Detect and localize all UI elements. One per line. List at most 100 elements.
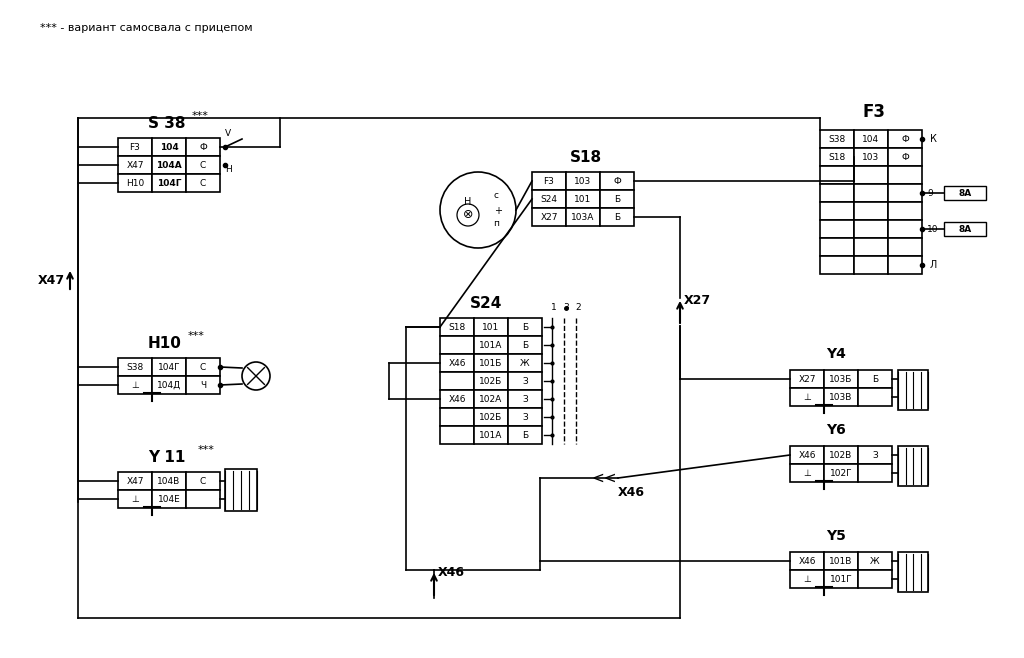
Bar bbox=[858, 446, 892, 464]
Bar bbox=[944, 222, 986, 236]
Text: 104Е: 104Е bbox=[158, 495, 180, 503]
Bar bbox=[152, 174, 186, 192]
Text: 102Б: 102Б bbox=[479, 413, 503, 422]
Bar bbox=[474, 372, 508, 390]
Bar bbox=[820, 148, 854, 166]
Text: ⊥: ⊥ bbox=[803, 393, 811, 401]
Text: 101Б: 101Б bbox=[479, 359, 503, 368]
Text: V: V bbox=[225, 128, 231, 138]
Text: S38: S38 bbox=[126, 363, 143, 372]
Bar bbox=[898, 552, 928, 592]
Text: Б: Б bbox=[614, 213, 621, 222]
Bar bbox=[118, 174, 152, 192]
Bar bbox=[820, 130, 854, 148]
Text: 101A: 101A bbox=[479, 340, 503, 349]
Bar bbox=[532, 208, 566, 226]
Bar bbox=[118, 138, 152, 156]
Text: Ф: Ф bbox=[199, 143, 207, 151]
Text: С: С bbox=[200, 363, 206, 372]
Text: S18: S18 bbox=[449, 322, 466, 332]
Bar bbox=[858, 570, 892, 588]
Text: 101: 101 bbox=[574, 195, 592, 203]
Text: З: З bbox=[522, 395, 528, 403]
Bar bbox=[888, 148, 922, 166]
Text: X27: X27 bbox=[684, 295, 711, 307]
Text: 103: 103 bbox=[862, 153, 880, 161]
Bar bbox=[824, 388, 858, 406]
Text: S24: S24 bbox=[541, 195, 557, 203]
Text: С: С bbox=[200, 178, 206, 188]
Bar bbox=[186, 490, 220, 508]
Bar bbox=[440, 318, 474, 336]
Text: S38: S38 bbox=[828, 134, 846, 143]
Bar bbox=[944, 186, 986, 200]
Bar bbox=[790, 446, 824, 464]
Bar bbox=[790, 552, 824, 570]
Text: 102A: 102A bbox=[479, 395, 503, 403]
Text: 10: 10 bbox=[927, 224, 939, 234]
Bar bbox=[118, 490, 152, 508]
Text: S18: S18 bbox=[828, 153, 846, 161]
Bar bbox=[790, 570, 824, 588]
Text: X46: X46 bbox=[449, 395, 466, 403]
Bar bbox=[566, 190, 600, 208]
Text: 101: 101 bbox=[482, 322, 500, 332]
Text: 104Г: 104Г bbox=[158, 363, 180, 372]
Bar bbox=[152, 156, 186, 174]
Text: ⊥: ⊥ bbox=[803, 468, 811, 478]
Bar bbox=[600, 208, 634, 226]
Bar bbox=[854, 148, 888, 166]
Text: с: с bbox=[494, 191, 499, 201]
Bar bbox=[508, 426, 542, 444]
Text: +: + bbox=[494, 206, 502, 216]
Text: H10: H10 bbox=[148, 336, 182, 351]
Circle shape bbox=[242, 362, 270, 390]
Text: *** - вариант самосвала с прицепом: *** - вариант самосвала с прицепом bbox=[40, 23, 253, 33]
Bar bbox=[440, 372, 474, 390]
Bar bbox=[898, 446, 928, 486]
Text: 3: 3 bbox=[563, 303, 569, 313]
Text: X46: X46 bbox=[449, 359, 466, 368]
Text: п: п bbox=[493, 220, 499, 228]
Bar bbox=[508, 354, 542, 372]
Text: ⊥: ⊥ bbox=[803, 574, 811, 584]
Bar bbox=[118, 156, 152, 174]
Text: З: З bbox=[872, 451, 878, 459]
Bar bbox=[820, 220, 854, 238]
Bar bbox=[186, 174, 220, 192]
Bar bbox=[118, 472, 152, 490]
Bar bbox=[186, 358, 220, 376]
Bar bbox=[532, 190, 566, 208]
Text: С: С bbox=[200, 161, 206, 170]
Bar bbox=[888, 130, 922, 148]
Text: Б: Б bbox=[522, 430, 528, 440]
Bar bbox=[566, 172, 600, 190]
Bar bbox=[854, 238, 888, 256]
Bar bbox=[858, 388, 892, 406]
Bar bbox=[820, 238, 854, 256]
Bar bbox=[508, 408, 542, 426]
Text: S 38: S 38 bbox=[148, 116, 185, 130]
Bar bbox=[566, 208, 600, 226]
Text: <<: << bbox=[591, 470, 616, 486]
Text: X46: X46 bbox=[799, 451, 816, 459]
Circle shape bbox=[440, 172, 516, 248]
Bar bbox=[854, 256, 888, 274]
Text: 8A: 8A bbox=[958, 224, 972, 234]
Bar bbox=[186, 376, 220, 394]
Text: Ж: Ж bbox=[520, 359, 529, 368]
Text: ***: *** bbox=[198, 445, 214, 455]
Bar bbox=[152, 490, 186, 508]
Text: F3: F3 bbox=[862, 103, 885, 121]
Bar bbox=[440, 426, 474, 444]
Text: F3: F3 bbox=[130, 143, 140, 151]
Text: Ф: Ф bbox=[901, 153, 909, 161]
Text: ⊗: ⊗ bbox=[463, 209, 473, 222]
Text: ***: *** bbox=[187, 331, 205, 341]
Bar bbox=[508, 372, 542, 390]
Text: Ч: Ч bbox=[200, 380, 206, 390]
Text: 103A: 103A bbox=[571, 213, 595, 222]
Bar bbox=[888, 220, 922, 238]
Text: Ф: Ф bbox=[901, 134, 909, 143]
Text: Ф: Ф bbox=[613, 176, 621, 186]
